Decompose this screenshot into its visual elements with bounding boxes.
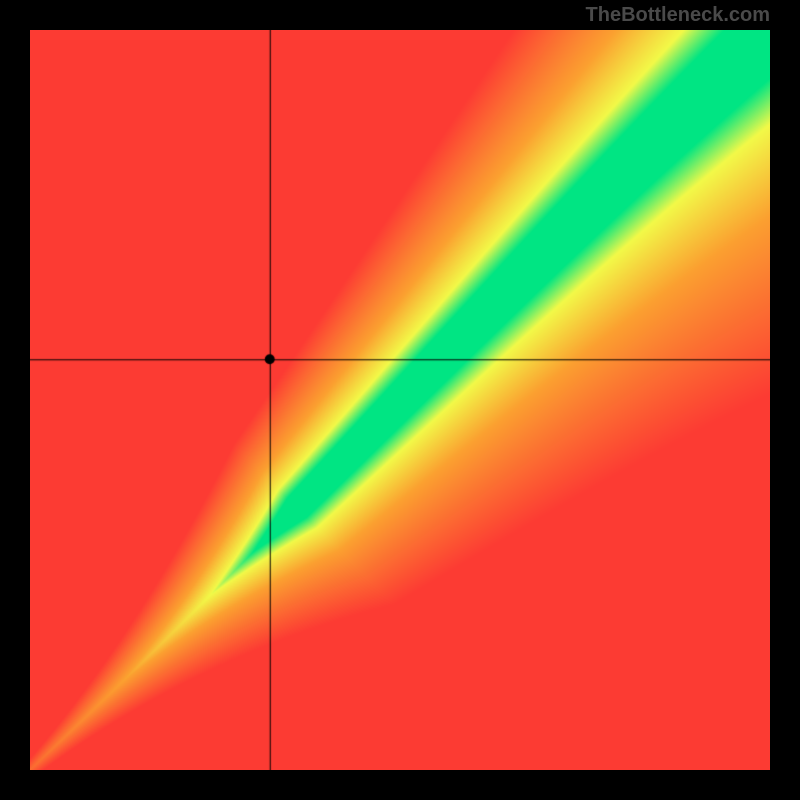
bottleneck-heatmap: [30, 30, 770, 770]
heatmap-canvas: [30, 30, 770, 770]
watermark-text: TheBottleneck.com: [586, 4, 770, 27]
